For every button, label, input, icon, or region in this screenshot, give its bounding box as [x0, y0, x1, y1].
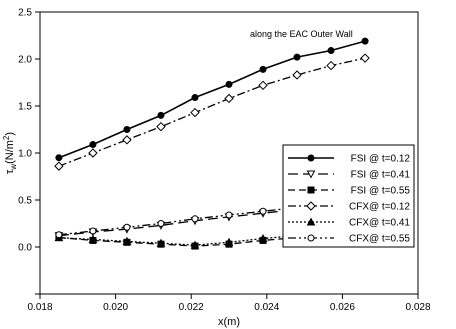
series-4-point — [157, 123, 165, 131]
y-axis-title: τw(N/m2) — [2, 132, 18, 174]
series-1-point — [56, 155, 62, 161]
legend-item-3-point — [308, 187, 314, 193]
series-1-point — [362, 38, 368, 44]
series-6-point — [260, 208, 266, 214]
y-tick-label: 0.5 — [18, 196, 32, 207]
x-axis-title: x(m) — [218, 316, 240, 328]
x-tick-label: 0.028 — [405, 302, 430, 313]
y-axis-title-end: ) — [4, 132, 16, 136]
annotation-text: along the EAC Outer Wall — [250, 29, 353, 39]
legend-item-6-label: CFX@ t=0.55 — [349, 234, 410, 245]
series-4-point — [225, 94, 233, 102]
legend-item-3-label: FSI @ t=0.55 — [351, 186, 411, 197]
series-6-point — [56, 232, 62, 238]
series-1-point — [260, 66, 266, 72]
y-tick-label: 2.5 — [18, 8, 32, 19]
series-1-point — [226, 81, 232, 87]
series-6-point — [226, 212, 232, 218]
legend: FSI @ t=0.12 FSI @ t=0.41 FSI @ t=0.55 CFX@… — [283, 145, 414, 247]
y-tick-label: 0.0 — [18, 243, 32, 254]
series-1 — [56, 38, 368, 161]
series-4-point — [361, 54, 369, 62]
series-1-point — [192, 95, 198, 101]
series-4-point — [123, 136, 131, 144]
series-1-point — [124, 127, 130, 133]
series-1-point — [158, 112, 164, 118]
series-4-point — [191, 109, 199, 117]
y-axis: 2.5 2.0 1.5 1.0 0.5 0.0 — [18, 8, 40, 295]
legend-item-4-label: CFX@ t=0.12 — [349, 202, 410, 213]
y-axis-title-mid: (N/m — [4, 140, 16, 164]
legend-item-2-label: FSI @ t=0.41 — [351, 170, 411, 181]
series-6-point — [124, 224, 130, 230]
series-1-point — [90, 142, 96, 148]
series-4-point — [327, 62, 335, 70]
series-1-point — [328, 48, 334, 54]
y-tick-label: 1.0 — [18, 149, 32, 160]
series-4-point — [293, 71, 301, 79]
y-tick-label: 1.5 — [18, 102, 32, 113]
x-tick-label: 0.018 — [27, 302, 52, 313]
y-tick-label: 2.0 — [18, 55, 32, 66]
x-tick-label: 0.020 — [103, 302, 128, 313]
legend-item-1-label: FSI @ t=0.12 — [351, 154, 411, 165]
series-4-point — [259, 81, 267, 89]
legend-item-1-point — [308, 155, 314, 161]
x-tick-label: 0.022 — [179, 302, 204, 313]
series-6-point — [192, 216, 198, 222]
series-4-point — [55, 162, 63, 170]
series-6-point — [158, 221, 164, 227]
series-1-line — [59, 41, 365, 158]
legend-item-6-point — [308, 235, 314, 241]
legend-item-5-label: CFX@ t=0.41 — [349, 218, 410, 229]
series-6-point — [90, 228, 96, 234]
x-tick-label: 0.024 — [254, 302, 279, 313]
series-4-point — [89, 149, 97, 157]
x-axis: 0.018 0.020 0.022 0.024 0.026 0.028 — [27, 294, 430, 313]
series-1-point — [294, 54, 300, 60]
x-tick-label: 0.026 — [330, 302, 355, 313]
